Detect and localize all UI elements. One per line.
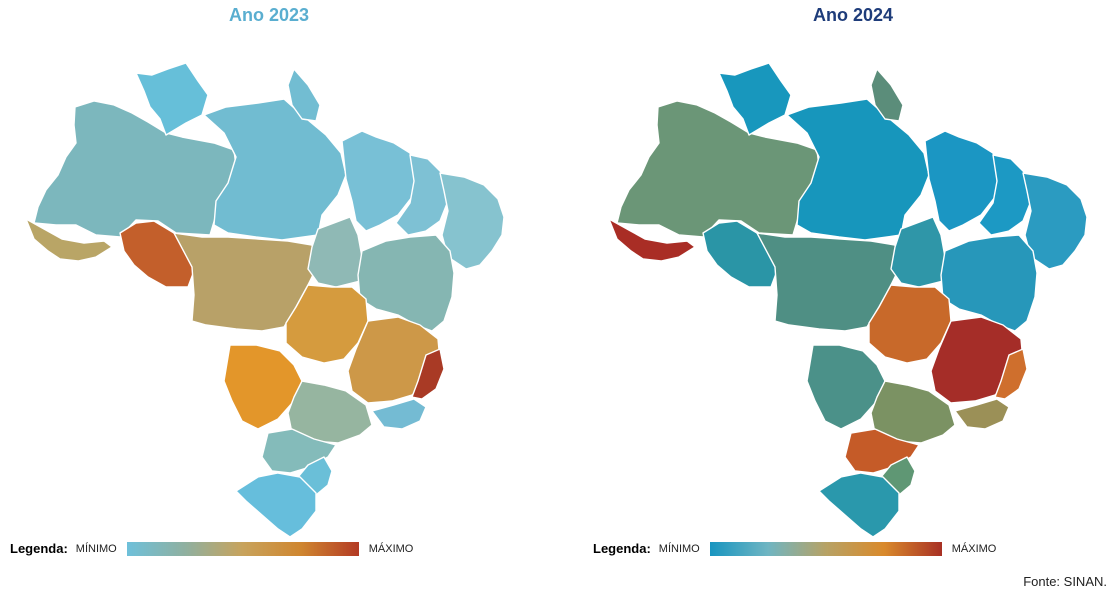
region-southeast [930,316,1024,404]
region-north-tip [718,62,792,136]
region-west-small [702,220,778,288]
region-coastal-strip [371,398,427,430]
legend-title: Legenda: [10,541,68,556]
region-center [868,284,952,364]
legend-title: Legenda: [593,541,651,556]
region-center [285,284,369,364]
map-title-2023: Ano 2023 [229,5,310,25]
region-south-east-mid [870,380,956,444]
region-northeast-central [978,154,1032,236]
region-coastal-strip [954,398,1010,430]
region-far-west [25,218,113,262]
region-northwest [616,100,821,238]
region-southeast [347,316,441,404]
legend-max-label: MÁXIMO [951,542,997,555]
region-east-coast [994,348,1028,400]
legend-2024: Legenda: MÍNIMO MÁXIMO [593,541,996,556]
region-northeast-coast [439,172,505,270]
legend-min-label: MÍNIMO [75,542,117,555]
legend-2023: Legenda: MÍNIMO MÁXIMO [10,541,413,556]
region-northeast-central [395,154,449,236]
region-west-small [119,220,195,288]
map-title-2024: Ano 2024 [813,5,894,25]
region-east-coast [411,348,445,400]
region-east-central [940,234,1038,332]
region-north-central [786,98,930,241]
region-far-south [235,472,317,538]
region-south-central [806,344,886,430]
region-south-central [223,344,303,430]
region-north-central [203,98,347,241]
brazil-map-2023 [25,62,505,538]
region-northeast-west [924,130,1000,232]
legend-min-label: MÍNIMO [658,542,700,555]
source-note: Fonte: SINAN. [1023,574,1107,589]
legend-gradient-bar [709,541,942,556]
region-north-tip [135,62,209,136]
region-northeast-west [341,130,417,232]
region-east-central [357,234,455,332]
region-far-west [608,218,696,262]
region-north-bulge [287,68,321,122]
region-south-east-mid [287,380,373,444]
region-north-bulge [870,68,904,122]
legend-max-label: MÁXIMO [368,542,414,555]
region-far-south [818,472,900,538]
legend-gradient-bar [126,541,359,556]
brazil-map-2024 [608,62,1088,538]
region-northeast-coast [1022,172,1088,270]
region-northwest [33,100,238,238]
